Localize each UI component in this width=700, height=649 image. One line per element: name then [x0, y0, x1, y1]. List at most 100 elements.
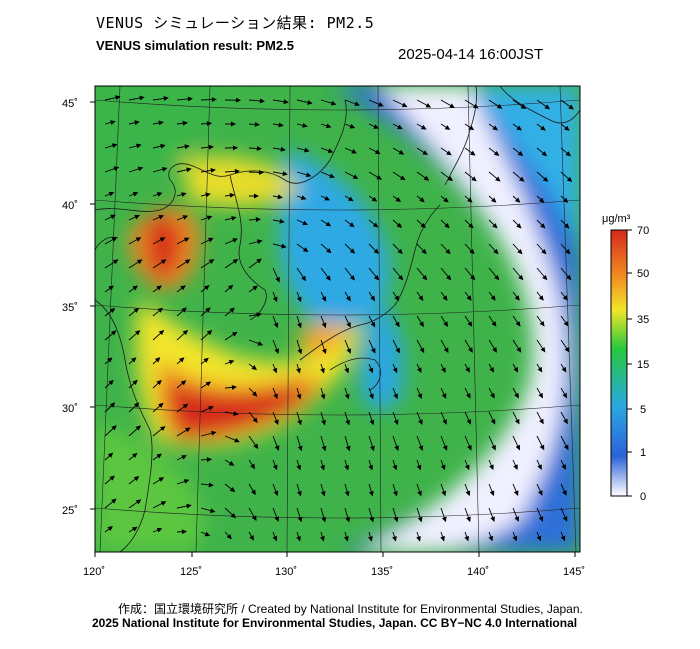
lon-label-120: 120˚ [83, 566, 105, 578]
wind-arrow-head [134, 330, 141, 336]
wind-arrow-head [372, 222, 379, 228]
wind-arrow-head [449, 103, 455, 109]
wind-arrow-head [281, 243, 287, 249]
wind-arrow-head [491, 321, 497, 327]
wind-arrow-head [280, 146, 286, 152]
wind-arrow-head [373, 248, 379, 254]
wind-arrow-head [227, 284, 234, 290]
wind-arrow-head [562, 197, 569, 203]
wind-arrow-head [513, 366, 519, 373]
wind-arrow-head [539, 444, 545, 451]
wind-arrow-head [514, 295, 520, 301]
wind-arrow-head [490, 392, 495, 399]
wind-arrow-head [441, 367, 446, 373]
wind-arrow-head [183, 479, 190, 484]
wind-arrow-head [393, 419, 399, 426]
wind-arrow-head [208, 406, 214, 411]
title-en: VENUS simulation result: PM2.5 [96, 38, 294, 53]
wind-arrow-head [108, 191, 115, 197]
wind-arrow-head [184, 144, 190, 150]
wind-arrow-head [397, 124, 403, 130]
wind-arrow-head [349, 275, 355, 281]
wind-arrow-head [568, 104, 574, 110]
wind-arrow-head [133, 307, 140, 313]
wind-arrow-head [210, 168, 216, 173]
wind-arrow-head [398, 274, 404, 281]
wind-arrow-head [158, 329, 165, 336]
wind-arrow-head [256, 258, 262, 264]
wind-arrow-head [344, 393, 350, 400]
wind-arrow-head [108, 285, 115, 291]
wind-arrow-head [256, 312, 262, 318]
wind-arrow-head [416, 367, 422, 374]
wind-arrow-head [468, 125, 475, 131]
wind-arrow-head [349, 248, 356, 254]
wind-arrow-head [274, 445, 280, 451]
wind-arrow-head [419, 197, 425, 203]
wind-arrow-head [302, 123, 308, 128]
wind-arrow-head [489, 490, 495, 497]
wind-arrow-head [321, 445, 327, 452]
wind-arrow-head [156, 453, 162, 459]
wind-arrow-head [563, 418, 568, 425]
wind-arrow-head [302, 220, 308, 226]
wind-arrow-head [325, 221, 332, 227]
wind-arrow-head [253, 443, 259, 450]
wind-arrow-head [156, 379, 162, 386]
wind-arrow-head [393, 516, 399, 523]
wind-arrow-head [273, 490, 279, 497]
wind-arrow-head [544, 104, 551, 110]
wind-arrow-head [250, 463, 256, 470]
wind-arrow-head [211, 430, 217, 436]
wind-arrow-head [343, 536, 349, 542]
wind-arrow-head [465, 367, 470, 373]
wind-arrow-head [516, 347, 522, 353]
wind-arrow-head [325, 275, 331, 281]
wind-arrow-head [393, 490, 398, 497]
wind-arrow-head [440, 535, 445, 542]
wind-arrow-head [345, 419, 350, 426]
wind-arrow-head [301, 275, 307, 282]
wind-arrow-head [111, 237, 118, 242]
wind-arrow-head [447, 176, 453, 182]
wind-arrow-head [566, 274, 572, 281]
wind-arrow-head [513, 490, 519, 496]
wind-arrow-head [464, 464, 470, 471]
wind-arrow-head [206, 457, 213, 463]
wind-arrow-head [230, 512, 237, 519]
wind-arrow-head [251, 515, 257, 522]
wind-arrow-head [112, 259, 119, 265]
wind-arrow-head [420, 124, 427, 130]
wind-arrow-head [418, 295, 424, 301]
wind-arrow-head [135, 499, 142, 505]
wind-arrow-head [347, 196, 354, 202]
wind-arrow-head [327, 148, 334, 153]
latitude-ticks [90, 101, 95, 510]
wind-arrow-head [228, 359, 235, 365]
wind-arrow-head [467, 445, 472, 451]
wind-arrow-head [160, 501, 167, 506]
wind-arrow-head [442, 295, 448, 301]
wind-arrow-head [398, 149, 405, 155]
wind-arrow-head [540, 223, 546, 229]
wind-arrow-head [352, 174, 359, 179]
lat-label-25: 25˚ [62, 505, 78, 517]
wind-arrow-head [186, 503, 192, 509]
wind-arrow-head [537, 366, 543, 373]
title-jp: VENUS シミュレーション結果: PM2.5 [96, 14, 375, 32]
wind-arrow-head [493, 150, 500, 156]
wind-arrow-head [321, 516, 327, 523]
wind-arrow-head [111, 425, 117, 431]
wind-arrow-head [203, 357, 209, 363]
wind-arrow-head [235, 97, 242, 103]
wind-arrow-head [466, 295, 472, 301]
wind-arrow-head [345, 445, 351, 452]
wind-arrow-head [538, 197, 545, 203]
wind-arrow-head [440, 464, 446, 471]
wind-arrow-head [181, 529, 188, 535]
wind-arrow-head [109, 402, 116, 408]
wind-arrow-head [133, 476, 140, 482]
wind-arrow-head [494, 274, 500, 281]
wind-arrow-head [517, 150, 524, 157]
wind-arrow-head [538, 490, 543, 496]
